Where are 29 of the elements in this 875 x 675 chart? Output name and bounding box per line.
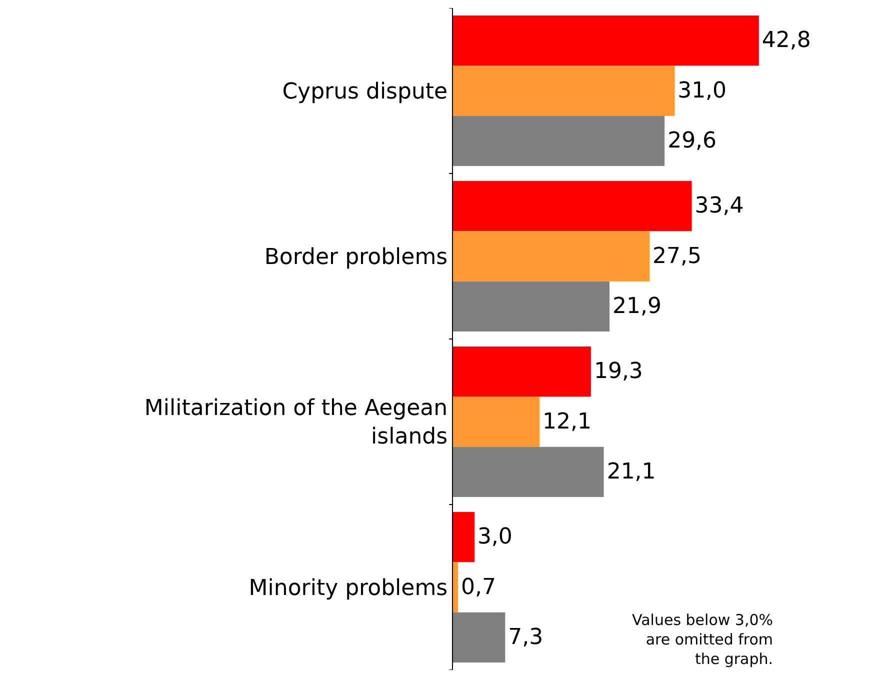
bar (453, 396, 540, 447)
bar (453, 346, 591, 397)
data-label: 42,8 (762, 28, 811, 54)
data-label: 19,3 (594, 359, 643, 384)
data-label: 0,7 (461, 574, 496, 600)
data-label: 21,1 (606, 459, 656, 484)
data-label: 27,5 (652, 244, 702, 269)
bar (453, 15, 759, 66)
data-label: 3,0 (477, 524, 512, 550)
bar (453, 66, 675, 116)
data-label: 31,0 (678, 78, 727, 104)
y-tick-label: Border problems (264, 244, 448, 270)
bar (453, 116, 665, 166)
y-tick-label: Minority problems (248, 576, 448, 601)
data-label: 12,1 (542, 409, 592, 434)
bar (453, 512, 474, 562)
bar (453, 180, 692, 232)
bar (453, 231, 650, 282)
data-label: 21,9 (612, 294, 662, 319)
bar (453, 446, 604, 498)
data-label: 33,4 (694, 194, 744, 219)
bar (453, 562, 458, 612)
annotation: Values below 3,0% are omitted from the graph. (632, 611, 774, 668)
y-tick-label: Militarization of the Aegean islands (144, 396, 448, 450)
bar (453, 612, 506, 663)
data-label: 7,3 (508, 624, 544, 650)
y-tick-label: Cyprus dispute (282, 79, 448, 104)
data-label: 29,6 (668, 128, 717, 154)
bar (453, 281, 610, 332)
